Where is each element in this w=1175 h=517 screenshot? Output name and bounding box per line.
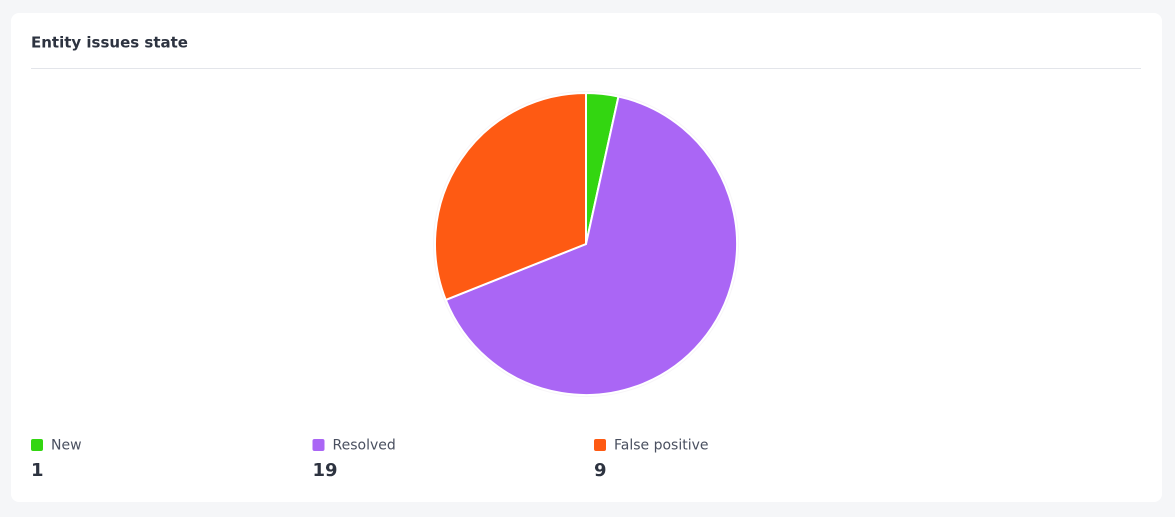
legend-swatch bbox=[312, 439, 325, 451]
pie-slice bbox=[434, 91, 587, 302]
legend-label: New bbox=[51, 438, 82, 454]
legend-value: 19 bbox=[313, 460, 338, 481]
legend-label: False positive bbox=[614, 438, 709, 454]
legend-label: Resolved bbox=[333, 438, 396, 454]
legend-value: 9 bbox=[594, 460, 607, 481]
chart-title: Entity issues state bbox=[31, 34, 188, 52]
pie-slice bbox=[444, 95, 738, 396]
legend-value: 1 bbox=[31, 460, 44, 481]
legend-swatch bbox=[594, 439, 606, 451]
legend-swatch bbox=[31, 439, 43, 451]
